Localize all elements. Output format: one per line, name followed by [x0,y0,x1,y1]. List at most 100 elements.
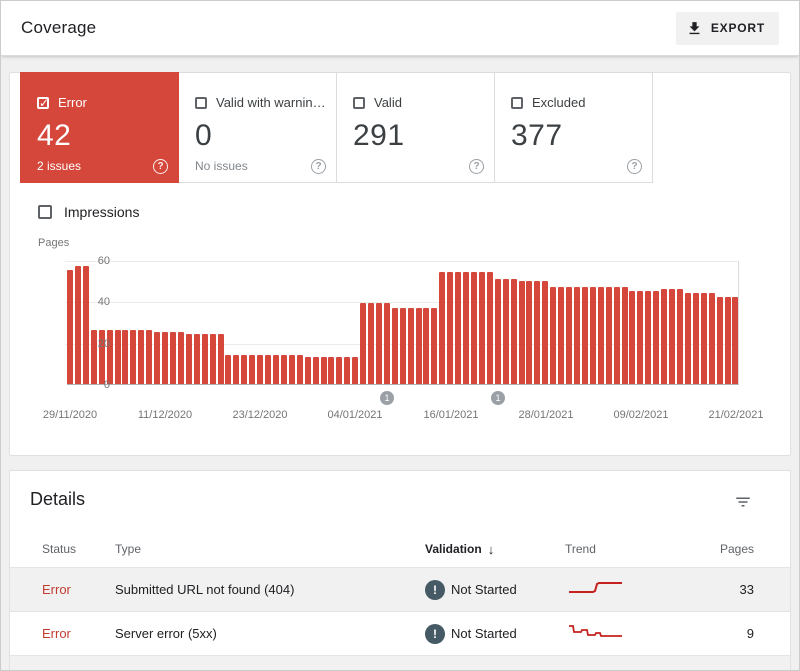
chart-bar[interactable] [621,287,628,384]
chart-bar[interactable] [312,357,319,384]
table-row-404[interactable]: Error Submitted URL not found (404) ! No… [10,567,790,611]
chart-bar[interactable] [130,330,137,384]
valid-checkbox[interactable] [353,96,365,109]
excluded-checkbox[interactable] [511,96,523,109]
chart-bar[interactable] [724,297,731,384]
chart-bar[interactable] [676,289,683,384]
chart-bar[interactable] [502,279,509,384]
help-icon[interactable]: ? [627,159,642,174]
chart-bar[interactable] [272,355,279,384]
status-card-error[interactable]: Error 42 2 issues ? [20,72,179,183]
chart-bar[interactable] [716,297,723,384]
chart-bar[interactable] [558,287,565,384]
chart-bar[interactable] [162,332,169,384]
status-card-valid[interactable]: Valid 291 ? [336,72,495,183]
chart-bar[interactable] [201,334,208,384]
chart-bar[interactable] [185,334,192,384]
chart-bar[interactable] [67,270,73,384]
chart-bar[interactable] [526,281,533,384]
chart-bar[interactable] [257,355,264,384]
chart-bar[interactable] [574,287,580,384]
chart-bar[interactable] [98,330,105,384]
filter-rows-button[interactable] [730,489,756,515]
chart-bar[interactable] [304,357,311,384]
chart-bar[interactable] [669,289,676,384]
chart-bar[interactable] [700,293,707,384]
chart-bar[interactable] [415,308,422,384]
chart-bar[interactable] [447,272,454,384]
help-icon[interactable]: ? [153,159,168,174]
chart-bar[interactable] [732,297,739,384]
chart-bar[interactable] [613,287,620,384]
chart-bar[interactable] [486,272,493,384]
chart-bar[interactable] [383,303,390,384]
chart-bar[interactable] [217,334,224,384]
chart-bar[interactable] [478,272,485,384]
chart-bar[interactable] [154,332,161,384]
export-button[interactable]: EXPORT [675,11,779,45]
chart-bar[interactable] [653,291,660,384]
chart-annotation-marker[interactable]: 1 [491,391,505,405]
chart-bars[interactable] [67,260,739,384]
status-card-excluded[interactable]: Excluded 377 ? [494,72,653,183]
chart-bar[interactable] [471,272,478,384]
chart-bar[interactable] [597,287,604,384]
chart-bar[interactable] [296,355,303,384]
chart-bar[interactable] [692,293,699,384]
chart-bar[interactable] [423,308,430,384]
chart-bar[interactable] [661,289,668,384]
column-header-validation[interactable]: Validation ↓ [425,541,495,557]
chart-bar[interactable] [328,357,335,384]
status-card-valid-with-warnings[interactable]: Valid with warnin… 0 No issues ? [178,72,337,183]
chart-bar[interactable] [589,287,596,384]
valid-with-warnings-checkbox[interactable] [195,96,207,109]
impressions-checkbox[interactable] [38,205,52,219]
chart-bar[interactable] [708,293,715,384]
chart-bar[interactable] [225,355,232,384]
chart-bar[interactable] [581,287,588,384]
chart-bar[interactable] [518,281,525,384]
error-checkbox[interactable] [37,96,49,110]
chart-bar[interactable] [368,303,375,384]
table-row-5xx[interactable]: Error Server error (5xx) ! Not Started 9 [10,611,790,655]
chart-bar[interactable] [138,330,145,384]
chart-bar[interactable] [439,272,446,384]
chart-bar[interactable] [122,330,129,384]
chart-bar[interactable] [193,334,200,384]
chart-bar[interactable] [510,279,517,384]
chart-bar[interactable] [146,330,153,384]
chart-bar[interactable] [629,291,636,384]
chart-bar[interactable] [605,287,612,384]
chart-bar[interactable] [169,332,176,384]
chart-bar[interactable] [106,330,113,384]
chart-bar[interactable] [494,279,501,384]
chart-bar[interactable] [391,308,398,384]
chart-bar[interactable] [280,355,287,384]
chart-bar[interactable] [566,287,573,384]
chart-bar[interactable] [684,293,691,384]
impressions-toggle[interactable]: Impressions [38,204,790,220]
chart-bar[interactable] [82,266,89,384]
chart-bar[interactable] [233,355,240,384]
chart-bar[interactable] [645,291,652,384]
help-icon[interactable]: ? [469,159,484,174]
chart-bar[interactable] [463,272,470,384]
chart-bar[interactable] [74,266,81,384]
chart-bar[interactable] [114,330,121,384]
chart-bar[interactable] [399,308,406,384]
chart-bar[interactable] [407,308,414,384]
chart-bar[interactable] [542,281,549,384]
chart-bar[interactable] [431,308,438,384]
chart-bar[interactable] [375,303,382,384]
chart-bar[interactable] [288,355,295,384]
chart-bar[interactable] [534,281,541,384]
chart-bar[interactable] [241,355,248,384]
chart-bar[interactable] [550,287,557,384]
chart-annotation-marker[interactable]: 1 [380,391,394,405]
chart-bar[interactable] [265,355,272,384]
help-icon[interactable]: ? [311,159,326,174]
chart-bar[interactable] [249,355,256,384]
chart-bar[interactable] [177,332,184,384]
chart-bar[interactable] [336,357,343,384]
chart-bar[interactable] [209,334,216,384]
